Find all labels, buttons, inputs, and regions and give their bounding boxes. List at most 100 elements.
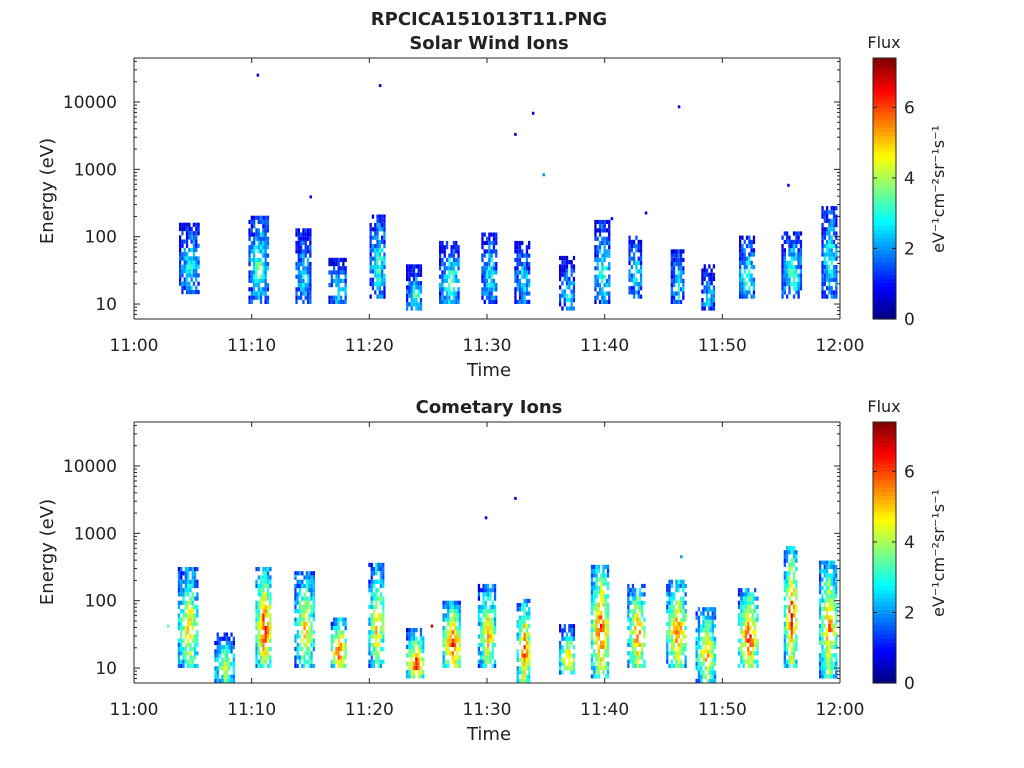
spectrogram-cell [639, 265, 643, 270]
spectrogram-cell [702, 636, 705, 641]
spectrogram-cell [832, 252, 836, 257]
spectrogram-cell [568, 653, 571, 658]
spectrogram-cell [570, 662, 573, 667]
spectrogram-cell [376, 294, 379, 299]
spectrogram-cell [379, 600, 383, 605]
spectrogram-cell [637, 281, 640, 287]
spectrogram-cell [410, 289, 413, 294]
spectrogram-cell [594, 287, 597, 292]
spectrogram-cell [521, 274, 524, 279]
spectrogram-cell [447, 651, 450, 656]
spectrogram-cell [484, 638, 487, 643]
spectrogram-cell [266, 613, 270, 618]
spectrogram-cell [309, 291, 312, 296]
spectrogram-cell [264, 219, 267, 225]
spectrogram-cell [181, 252, 184, 257]
spectrogram-cell [266, 295, 270, 300]
spectrogram-cell [749, 592, 752, 597]
spectrogram-cell [383, 218, 386, 223]
spectrogram-cell [485, 266, 489, 271]
spectrogram-cell [630, 239, 633, 245]
spectrogram-cell [708, 289, 711, 294]
spectrogram-cell [835, 273, 838, 278]
spectrogram-cell [705, 272, 709, 277]
spectrogram-cell [710, 281, 713, 286]
spectrogram-cell [295, 240, 298, 246]
spectrogram-cell [823, 269, 826, 274]
spectrogram-cell [412, 640, 416, 645]
spectrogram-cell [441, 249, 444, 254]
spectrogram-cell [255, 609, 258, 614]
spectrogram-cell [303, 642, 306, 648]
spectrogram-cell [514, 278, 517, 284]
spectrogram-cell [195, 260, 198, 265]
spectrogram-cell [828, 670, 831, 675]
colorbar-step [873, 233, 896, 239]
spectrogram-cell [709, 674, 712, 679]
y-tick-label: 100 [85, 228, 117, 248]
spectrogram-cell [456, 617, 459, 622]
spectrogram-cell [310, 655, 313, 660]
spectrogram-cell [441, 299, 444, 305]
spectrogram-cell [605, 283, 609, 288]
spectrogram-cell [337, 299, 340, 305]
spectrogram-cell [310, 575, 313, 580]
colorbar-step [873, 74, 896, 79]
spectrogram-cell [192, 231, 196, 236]
spectrogram-cell [740, 613, 743, 618]
colorbar-step [873, 568, 896, 574]
spectrogram-cell [792, 651, 796, 656]
spectrogram-cell [521, 653, 524, 658]
spectrogram-cell [490, 278, 493, 284]
spectrogram-cell [749, 659, 752, 664]
spectrogram-cell [823, 218, 826, 223]
spectrogram-cell [523, 598, 526, 604]
spectrogram-cell [190, 226, 193, 232]
spectrogram-cell [825, 564, 829, 570]
spectrogram-cell [296, 647, 299, 652]
spectrogram-cell [269, 630, 272, 635]
spectrogram-cell [636, 634, 639, 639]
spectrogram-cell [709, 670, 712, 675]
spectrogram-cell [744, 613, 748, 618]
spectrogram-cell [781, 235, 784, 240]
spectrogram-cell [370, 575, 373, 580]
spectrogram-cell [604, 674, 607, 679]
spectrogram-cell [182, 617, 185, 622]
spectrogram-cell [679, 257, 683, 263]
spectrogram-cell [792, 642, 796, 648]
spectrogram-cell [381, 218, 384, 223]
spectrogram-cell [604, 632, 607, 637]
spectrogram-cell [296, 592, 299, 597]
spectrogram-cell [185, 290, 189, 295]
spectrogram-cell [308, 630, 311, 635]
spectrogram-cell [638, 621, 641, 627]
spectrogram-cell [590, 594, 594, 599]
spectrogram-cell [749, 642, 752, 648]
spectrogram-cell [598, 257, 602, 263]
spectrogram-cell [781, 248, 784, 253]
colorbar-step [873, 261, 896, 267]
colorbar-step [873, 495, 896, 501]
spectrogram-cell [821, 231, 824, 236]
spectrogram-cell [528, 299, 531, 305]
spectrogram-cell [631, 588, 635, 593]
spectrogram-cell [408, 276, 411, 282]
spectrogram-cell [180, 659, 183, 664]
spectrogram-cell [684, 626, 687, 631]
spectrogram-cell [514, 295, 517, 300]
spectrogram-cell [484, 613, 487, 618]
spectrogram-cell [786, 239, 789, 245]
spectrogram-cell [250, 278, 253, 284]
spectrogram-cell [218, 636, 222, 641]
spectrogram-cell [303, 575, 306, 580]
spectrogram-cell [412, 670, 416, 675]
spectrogram-cell [454, 642, 457, 648]
spectrogram-cell [670, 283, 673, 288]
spectrogram-cell [786, 592, 789, 597]
spectrogram-cell [195, 247, 198, 253]
spectrogram-cell [518, 619, 522, 625]
spectrogram-cell [296, 651, 299, 656]
spectrogram-cell [248, 228, 251, 233]
spectrogram-cell [260, 583, 263, 589]
